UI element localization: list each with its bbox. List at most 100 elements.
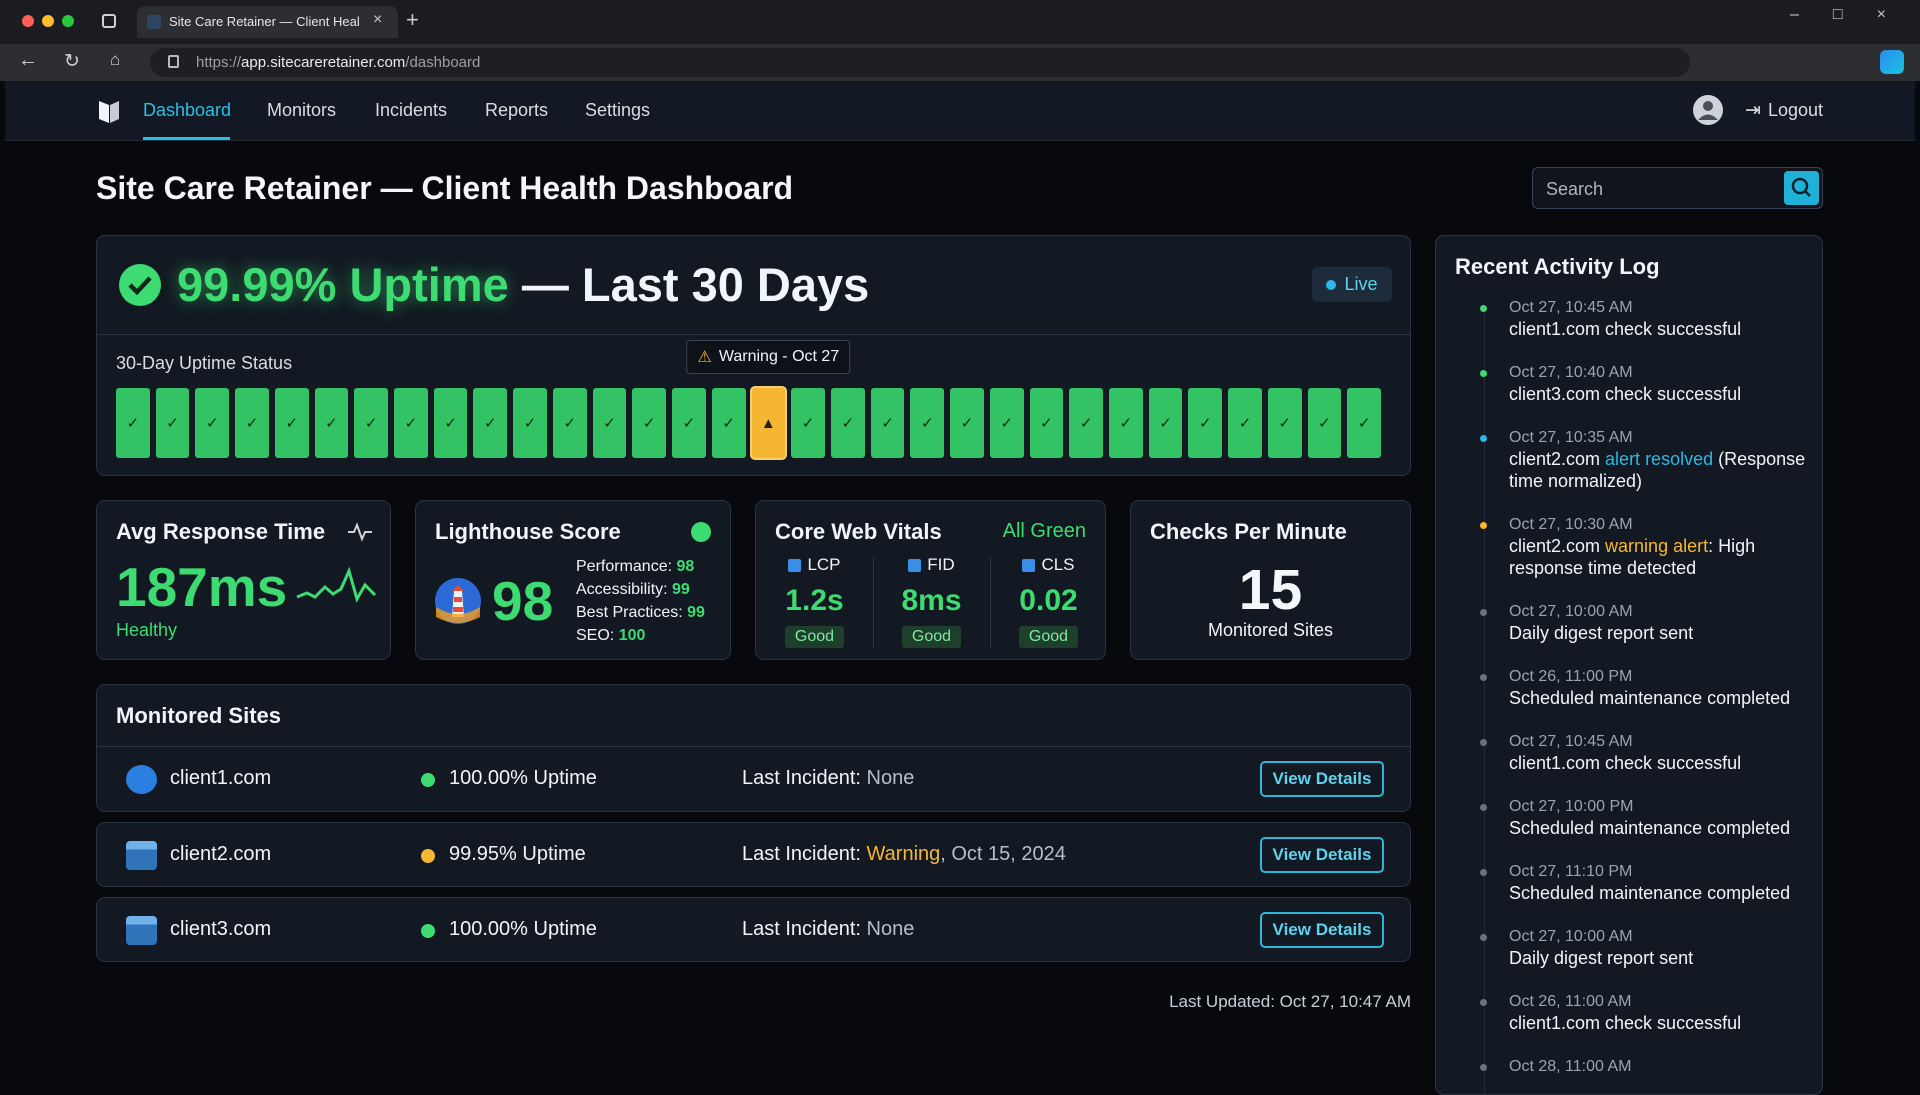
lighthouse-metrics: Performance: 98 Accessibility: 99 Best Pra…: [576, 555, 705, 647]
uptime-day[interactable]: ✓: [1307, 388, 1342, 458]
uptime-day[interactable]: ✓: [632, 388, 667, 458]
incident-label: Last Incident:: [742, 843, 861, 865]
max-dot[interactable]: [62, 15, 74, 27]
uptime-day[interactable]: ✓: [1108, 388, 1143, 458]
uptime-day[interactable]: ✓: [314, 388, 349, 458]
site-row: client3.com 100.00% Uptime Last Incident: …: [96, 897, 1411, 962]
tab-close[interactable]: ×: [373, 11, 383, 28]
nav-item[interactable]: Settings: [585, 100, 651, 120]
url-scheme: https://: [196, 54, 242, 71]
timeline-dot: [1480, 435, 1487, 442]
url-field[interactable]: https://app.sitecareretainer.com/dashboa…: [150, 48, 1690, 77]
warn-icon: ⚠: [697, 349, 712, 366]
uptime-day[interactable]: ✓: [1228, 388, 1262, 458]
min-dot[interactable]: [42, 15, 54, 27]
site-incident: Last Incident: None: [742, 767, 914, 790]
new-tab[interactable]: +: [406, 7, 419, 32]
entry-time: Oct 27, 10:45 AM: [1509, 299, 1633, 316]
vital-name: LCP: [807, 555, 841, 574]
uptime-day[interactable]: ✓: [711, 388, 746, 458]
uptime-day[interactable]: ✓: [433, 388, 468, 458]
lock-icon: [168, 55, 179, 68]
uptime-day[interactable]: ✓: [473, 388, 508, 458]
reload[interactable]: ↻: [64, 51, 80, 72]
last-updated: Last Updated: Oct 27, 10:47 AM: [1169, 992, 1411, 1011]
search-button[interactable]: [1784, 171, 1819, 205]
uptime-day[interactable]: ✓: [274, 388, 309, 458]
window-controls[interactable]: –□×: [1790, 6, 1920, 23]
uptime-day[interactable]: ✓: [155, 388, 190, 458]
entry-time: Oct 27, 10:30 AM: [1509, 516, 1633, 533]
close-dot[interactable]: [22, 15, 34, 27]
metric-value: 99: [672, 581, 690, 598]
address-bar-row: ← ↻ ⌂ https://app.sitecareretainer.com/d…: [0, 44, 1920, 81]
nav-item[interactable]: Monitors: [267, 100, 337, 120]
uptime-day[interactable]: ✓: [1069, 388, 1103, 458]
vital-icon: [1022, 558, 1036, 572]
entry-text: client1.com check successful: [1509, 318, 1822, 340]
vital-grade: Good: [901, 626, 962, 648]
live-badge: Live: [1312, 267, 1392, 302]
tab-title: Site Care Retainer — Client Heal: [169, 14, 359, 29]
entry-text: client1.com check successful: [1509, 752, 1822, 774]
nav-item[interactable]: Incidents: [375, 100, 448, 120]
entry-part: client1.com check successful: [1509, 319, 1742, 339]
activity-entry: Oct 27, 10:45 AM client1.com check succes…: [1436, 298, 1822, 340]
incident-label: Last Incident:: [742, 918, 861, 940]
copilot-icon[interactable]: [1880, 50, 1904, 74]
nav-item[interactable]: Dashboard: [143, 100, 232, 120]
uptime-day[interactable]: ✓: [1267, 388, 1302, 458]
uptime-day[interactable]: ✓: [870, 388, 905, 458]
activity-entry: Oct 27, 10:30 AM client2.com warning aler…: [1436, 515, 1822, 579]
uptime-day[interactable]: ✓: [592, 388, 627, 458]
entry-time: Oct 26, 11:00 PM: [1509, 668, 1633, 685]
site-icon: [126, 841, 157, 870]
avatar[interactable]: [1692, 94, 1724, 126]
response-status: Healthy: [116, 620, 178, 640]
status-dot: [421, 849, 435, 863]
tabs-icon[interactable]: [102, 14, 116, 28]
vital-value: 0.02: [1019, 584, 1078, 617]
uptime-day[interactable]: ✓: [989, 388, 1024, 458]
checks-caption: Monitored Sites: [1207, 620, 1334, 640]
lighthouse-card: Lighthouse Score 98 Performance: 98 Acces…: [415, 500, 731, 660]
view-details[interactable]: View Details: [1260, 912, 1384, 948]
back[interactable]: ←: [18, 49, 38, 71]
uptime-day[interactable]: ✓: [672, 388, 706, 458]
timeline-dot: [1480, 609, 1487, 616]
nav-item[interactable]: Reports: [485, 100, 549, 120]
uptime-day[interactable]: ✓: [1148, 388, 1183, 458]
activity-entry: Oct 27, 10:00 PM Scheduled maintenance co…: [1436, 797, 1822, 839]
timeline-dot: [1480, 804, 1487, 811]
uptime-day[interactable]: ✓: [950, 388, 984, 458]
search-box[interactable]: Search: [1532, 167, 1823, 209]
timeline-line: [1484, 306, 1485, 1094]
uptime-day[interactable]: ✓: [1029, 388, 1064, 458]
uptime-day[interactable]: ✓: [1188, 388, 1223, 458]
url-path: /dashboard: [405, 54, 481, 71]
view-details[interactable]: View Details: [1260, 761, 1384, 797]
logout[interactable]: Logout: [1768, 100, 1824, 120]
uptime-day[interactable]: ✓: [354, 388, 389, 458]
view-details[interactable]: View Details: [1260, 837, 1384, 873]
active-tab[interactable]: Site Care Retainer — Client Heal ×: [137, 6, 398, 38]
uptime-day[interactable]: ✓: [195, 388, 230, 458]
logout-icon[interactable]: ⇥: [1745, 100, 1761, 121]
card-title: Core Web Vitals: [775, 519, 942, 544]
check-icon: [119, 264, 161, 306]
incident-text: None: [866, 918, 915, 940]
uptime-day[interactable]: ✓: [791, 388, 825, 458]
uptime-day[interactable]: ✓: [235, 388, 269, 458]
metric: Performance: 98: [576, 555, 705, 578]
uptime-day[interactable]: ✓: [116, 388, 150, 458]
uptime-day[interactable]: ✓: [910, 388, 945, 458]
home[interactable]: ⌂: [110, 50, 121, 69]
uptime-day[interactable]: ✓: [394, 388, 428, 458]
uptime-day[interactable]: ✓: [830, 388, 865, 458]
status-dot: [421, 773, 435, 787]
uptime-day[interactable]: ▲: [751, 388, 786, 458]
uptime-day[interactable]: ✓: [513, 388, 547, 458]
activity-entry: Oct 27, 10:35 AM client2.com alert resolv…: [1436, 428, 1822, 492]
uptime-day[interactable]: ✓: [552, 388, 587, 458]
uptime-day[interactable]: ✓: [1347, 388, 1381, 458]
